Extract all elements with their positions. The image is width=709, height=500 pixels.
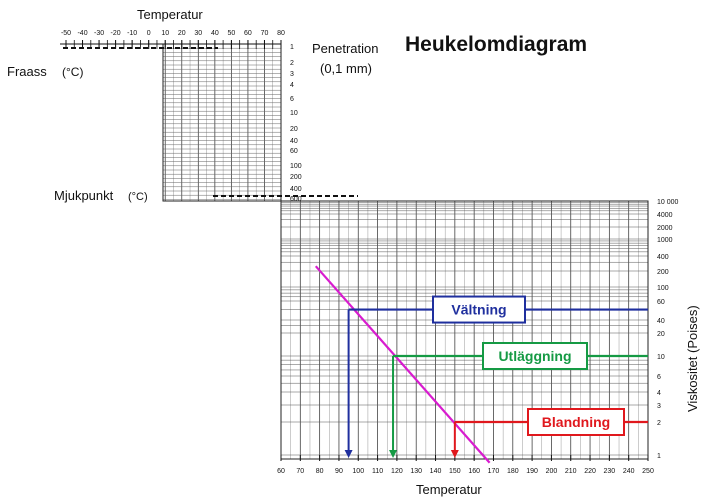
- top-temperature-tick-label: 30: [194, 30, 202, 37]
- top-temperature-tick-label: -30: [94, 30, 104, 37]
- penetration-unit: (0,1 mm): [320, 61, 372, 76]
- penetration-tick-label: 200: [290, 174, 302, 181]
- fraass-label: Fraass: [7, 64, 47, 79]
- top-temperature-tick-label: 20: [178, 30, 186, 37]
- top-temperature-tick-label: 80: [277, 30, 285, 37]
- y-tick-label: 40: [657, 318, 665, 325]
- y-tick-label: 1: [657, 453, 661, 460]
- annotation-label: Vältning: [451, 302, 506, 318]
- viscosity-temperature-line: [314, 265, 491, 464]
- penetration-tick-label: 40: [290, 138, 298, 145]
- penetration-tick-label: 100: [290, 163, 302, 170]
- y-tick-label: 2000: [657, 225, 673, 232]
- y-tick-label: 4000: [657, 212, 673, 219]
- top-temperature-label: Temperatur: [137, 7, 203, 22]
- top-temperature-tick-label: -50: [61, 30, 71, 37]
- y-tick-label: 100: [657, 285, 669, 292]
- x-axis-label: Temperatur: [416, 482, 482, 497]
- top-temperature-tick-label: 70: [261, 30, 269, 37]
- x-tick-label: 100: [352, 468, 364, 475]
- penetration-tick-label: 600: [290, 196, 302, 203]
- main-panel-frame: [280, 200, 649, 460]
- x-tick-label: 90: [335, 468, 343, 475]
- top-temperature-tick-label: 60: [244, 30, 252, 37]
- top-temperature-tick-label: -20: [111, 30, 121, 37]
- x-tick-label: 180: [507, 468, 519, 475]
- mjukpunkt-label: Mjukpunkt: [54, 188, 114, 203]
- y-tick-label: 10: [657, 354, 665, 361]
- x-tick-label: 140: [430, 468, 442, 475]
- x-tick-label: 80: [316, 468, 324, 475]
- annotation-arrowhead: [344, 450, 353, 458]
- top-temperature-tick-label: 40: [211, 30, 219, 37]
- top-temperature-tick-label: -10: [127, 30, 137, 37]
- x-tick-label: 150: [449, 468, 461, 475]
- penetration-tick-label: 2: [290, 60, 294, 67]
- penetration-tick-label: 60: [290, 148, 298, 155]
- x-tick-label: 220: [584, 468, 596, 475]
- penetration-label: Penetration: [312, 41, 379, 56]
- chart-title: Heukelomdiagram: [405, 33, 587, 56]
- penetration-tick-label: 10: [290, 110, 298, 117]
- penetration-tick-label: 3: [290, 71, 294, 78]
- annotation-label: Blandning: [542, 414, 610, 430]
- x-tick-label: 130: [410, 468, 422, 475]
- annotation-arrowhead: [450, 450, 459, 458]
- y-tick-label: 10 000: [657, 199, 679, 206]
- y-axis-label: Viskositet (Poises): [685, 305, 700, 412]
- y-tick-label: 400: [657, 254, 669, 261]
- y-tick-label: 1000: [657, 237, 673, 244]
- x-tick-label: 250: [642, 468, 654, 475]
- y-tick-label: 20: [657, 331, 665, 338]
- top-temperature-tick-label: 0: [147, 30, 151, 37]
- x-tick-label: 230: [604, 468, 616, 475]
- x-tick-label: 60: [277, 468, 285, 475]
- mjukpunkt-unit: (°C): [128, 191, 148, 203]
- x-tick-label: 200: [546, 468, 558, 475]
- top-panel-frame: [162, 43, 282, 202]
- x-tick-label: 110: [372, 468, 383, 475]
- penetration-tick-label: 400: [290, 186, 302, 193]
- top-temperature-tick-label: 50: [227, 30, 235, 37]
- x-tick-label: 210: [565, 468, 577, 475]
- y-tick-label: 6: [657, 374, 661, 381]
- annotation-label-box: [482, 342, 588, 370]
- penetration-tick-label: 6: [290, 96, 294, 103]
- annotation-label: Utläggning: [498, 348, 571, 364]
- top-temperature-tick-label: -40: [77, 30, 87, 37]
- x-tick-label: 170: [488, 468, 500, 475]
- annotation-arrowhead: [389, 450, 398, 458]
- penetration-tick-label: 20: [290, 126, 298, 133]
- annotation-label-box: [432, 295, 526, 324]
- penetration-tick-label: 1: [290, 44, 294, 51]
- y-tick-label: 60: [657, 299, 665, 306]
- x-tick-label: 240: [623, 468, 635, 475]
- y-tick-label: 2: [657, 420, 661, 427]
- y-tick-label: 3: [657, 403, 661, 410]
- x-tick-label: 70: [296, 468, 304, 475]
- penetration-tick-label: 4: [290, 82, 294, 89]
- top-temperature-tick-label: 10: [161, 30, 169, 37]
- fraass-unit: (°C): [62, 65, 83, 79]
- x-tick-label: 120: [391, 468, 403, 475]
- x-tick-label: 190: [526, 468, 538, 475]
- y-tick-label: 200: [657, 269, 669, 276]
- y-tick-label: 4: [657, 390, 661, 397]
- x-tick-label: 160: [468, 468, 480, 475]
- annotation-label-box: [527, 408, 625, 436]
